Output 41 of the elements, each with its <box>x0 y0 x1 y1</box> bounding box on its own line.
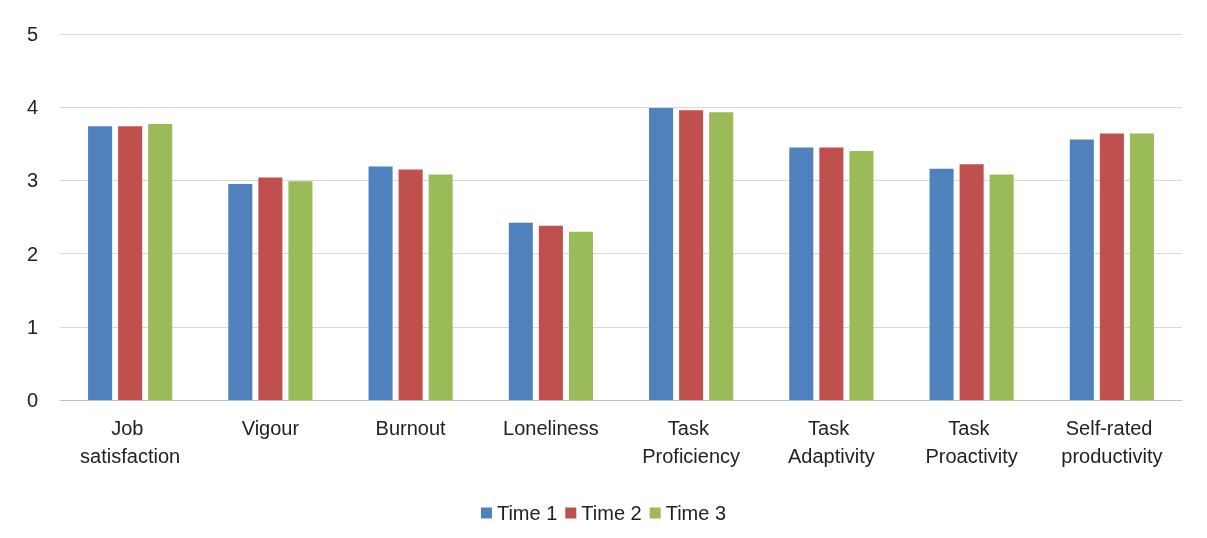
bar <box>88 126 113 400</box>
y-tick-label: 0 <box>26 389 38 411</box>
bar <box>989 174 1014 400</box>
y-tick-label: 2 <box>26 242 38 265</box>
bar <box>1069 139 1094 400</box>
bar <box>789 147 814 400</box>
bar <box>508 222 533 400</box>
bar <box>929 168 954 400</box>
bar <box>368 166 393 400</box>
bar <box>288 181 313 400</box>
bar <box>1129 133 1154 400</box>
legend-label: Time 1 <box>496 502 558 524</box>
x-tick-label: Burnout <box>375 417 447 439</box>
bar <box>649 107 674 400</box>
bar <box>1099 133 1124 400</box>
x-tick-label: Vigour <box>241 417 300 439</box>
bar <box>959 164 984 400</box>
x-tick-label: Task Adaptivity <box>788 417 875 467</box>
bar <box>118 126 143 400</box>
x-tick-label: Task Proactivity <box>925 417 1018 467</box>
bar <box>568 231 593 400</box>
x-tick-label: Job satisfaction <box>80 417 181 467</box>
bar <box>228 184 253 400</box>
y-tick-label: 3 <box>26 169 38 192</box>
x-tick-label: Loneliness <box>503 417 599 439</box>
bar <box>428 174 453 400</box>
y-tick-label: 1 <box>26 315 38 338</box>
legend-label: Time 3 <box>665 502 727 524</box>
bar <box>398 169 423 400</box>
bar <box>819 147 844 400</box>
legend-label: Time 2 <box>581 502 642 524</box>
x-tick-label: Self-rated productivity <box>1061 417 1163 467</box>
bar <box>679 110 704 400</box>
y-tick-label: 5 <box>26 23 38 45</box>
bar <box>709 112 734 400</box>
bar <box>148 124 173 400</box>
bar <box>849 151 874 400</box>
y-tick-label: 4 <box>26 96 38 119</box>
x-tick-label: Task Proficiency <box>642 417 741 467</box>
bar <box>538 225 563 400</box>
bar <box>258 177 283 400</box>
